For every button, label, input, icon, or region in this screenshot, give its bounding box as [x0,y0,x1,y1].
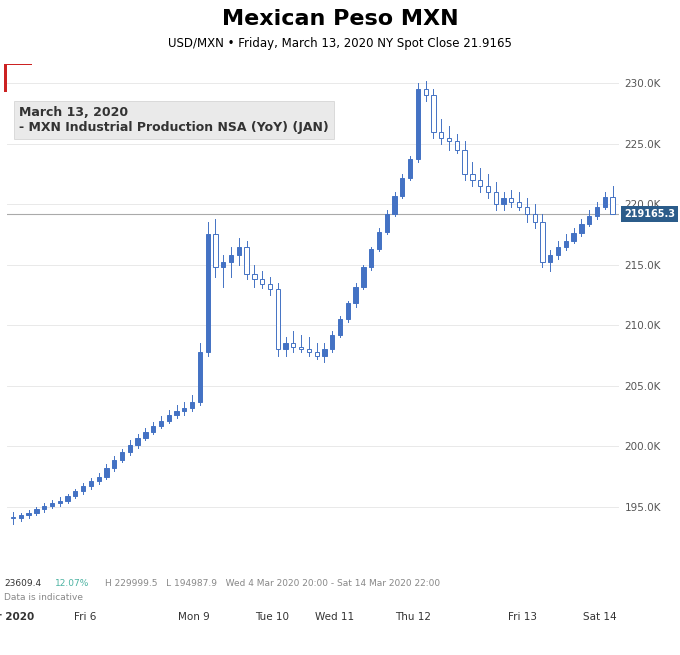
Text: March 13, 2020
- MXN Industrial Production NSA (YoY) (JAN): March 13, 2020 - MXN Industrial Producti… [19,106,329,134]
Bar [18,515,23,517]
Bar [354,286,358,303]
Bar [97,477,101,481]
Bar [205,234,210,352]
Bar [478,180,482,186]
Bar [501,198,506,204]
Bar [486,186,490,192]
Text: Mar 2020: Mar 2020 [0,612,35,622]
Text: Tue 10: Tue 10 [256,612,290,622]
Bar [517,202,522,206]
Bar [275,289,280,350]
Text: Fri 6: Fri 6 [74,612,97,622]
Bar [167,415,171,421]
Bar [50,503,54,506]
Bar [377,232,381,249]
Bar [595,206,599,216]
Bar [81,486,85,491]
Bar [509,198,513,202]
Text: USD/MXN • Friday, March 13, 2020 NY Spot Close 21.9165: USD/MXN • Friday, March 13, 2020 NY Spot… [168,37,512,50]
Bar [579,223,583,233]
Bar [431,95,436,132]
Bar [190,402,194,407]
Text: Sat 14: Sat 14 [583,612,617,622]
Bar [307,350,311,352]
Bar [229,255,233,262]
Text: Wed 11: Wed 11 [316,612,354,622]
Bar [462,150,466,174]
FancyBboxPatch shape [4,64,32,92]
Bar [143,432,148,438]
Bar [494,192,498,204]
Bar [34,510,39,513]
Text: Mon 9: Mon 9 [178,612,210,622]
Bar [415,89,420,159]
Bar [338,319,342,335]
Bar [361,267,366,286]
Bar [299,347,303,350]
Text: Fri 13: Fri 13 [508,612,537,622]
Text: 2 Hours: 2 Hours [40,81,80,91]
Bar [385,214,389,232]
Bar [284,343,288,350]
Bar [104,468,109,477]
Bar [424,89,428,95]
Bar [260,279,265,284]
Bar [252,274,256,279]
Bar [439,132,443,138]
Bar [369,249,373,267]
Bar [58,501,62,503]
Bar [447,138,452,141]
Bar [602,197,607,206]
Text: 23609.4: 23609.4 [4,578,41,588]
Bar [548,255,552,262]
Text: IG: IG [12,73,24,83]
Bar [135,438,140,445]
Bar [214,234,218,267]
Bar [401,178,405,196]
Bar [198,352,202,402]
Bar [268,284,272,289]
Bar [120,453,124,460]
Bar [541,222,545,262]
Bar [112,460,116,468]
Bar [322,350,326,356]
Bar [237,246,241,255]
Bar [159,421,163,426]
Text: Mexican Peso MXN: Mexican Peso MXN [222,9,458,29]
Bar [532,214,537,222]
Text: Data is indicative: Data is indicative [4,593,83,603]
Bar [471,174,475,180]
Bar [291,343,296,347]
Bar [73,491,78,496]
Bar [571,233,576,240]
Bar [182,407,186,411]
Bar [556,246,560,255]
Bar [408,159,412,178]
Bar [315,352,319,356]
Bar [245,246,249,274]
Bar [345,303,350,319]
Bar [611,197,615,214]
Bar [89,481,93,486]
Bar [330,335,335,350]
Text: USD/MXN: USD/MXN [40,64,100,77]
Text: H 229999.5   L 194987.9   Wed 4 Mar 2020 20:00 - Sat 14 Mar 2020 22:00: H 229999.5 L 194987.9 Wed 4 Mar 2020 20:… [105,578,440,588]
Bar [42,506,46,510]
Bar [525,206,529,214]
Bar [65,496,69,501]
Bar [455,141,459,150]
Bar [27,513,31,515]
Text: Thu 12: Thu 12 [395,612,431,622]
Bar [392,196,396,214]
Bar [564,240,568,246]
Bar [221,262,225,267]
Bar [151,426,155,432]
Bar [128,445,132,453]
Bar [587,216,592,223]
Bar [174,411,179,415]
Text: 12.07%: 12.07% [55,578,89,588]
Text: 219165.3: 219165.3 [624,210,675,219]
